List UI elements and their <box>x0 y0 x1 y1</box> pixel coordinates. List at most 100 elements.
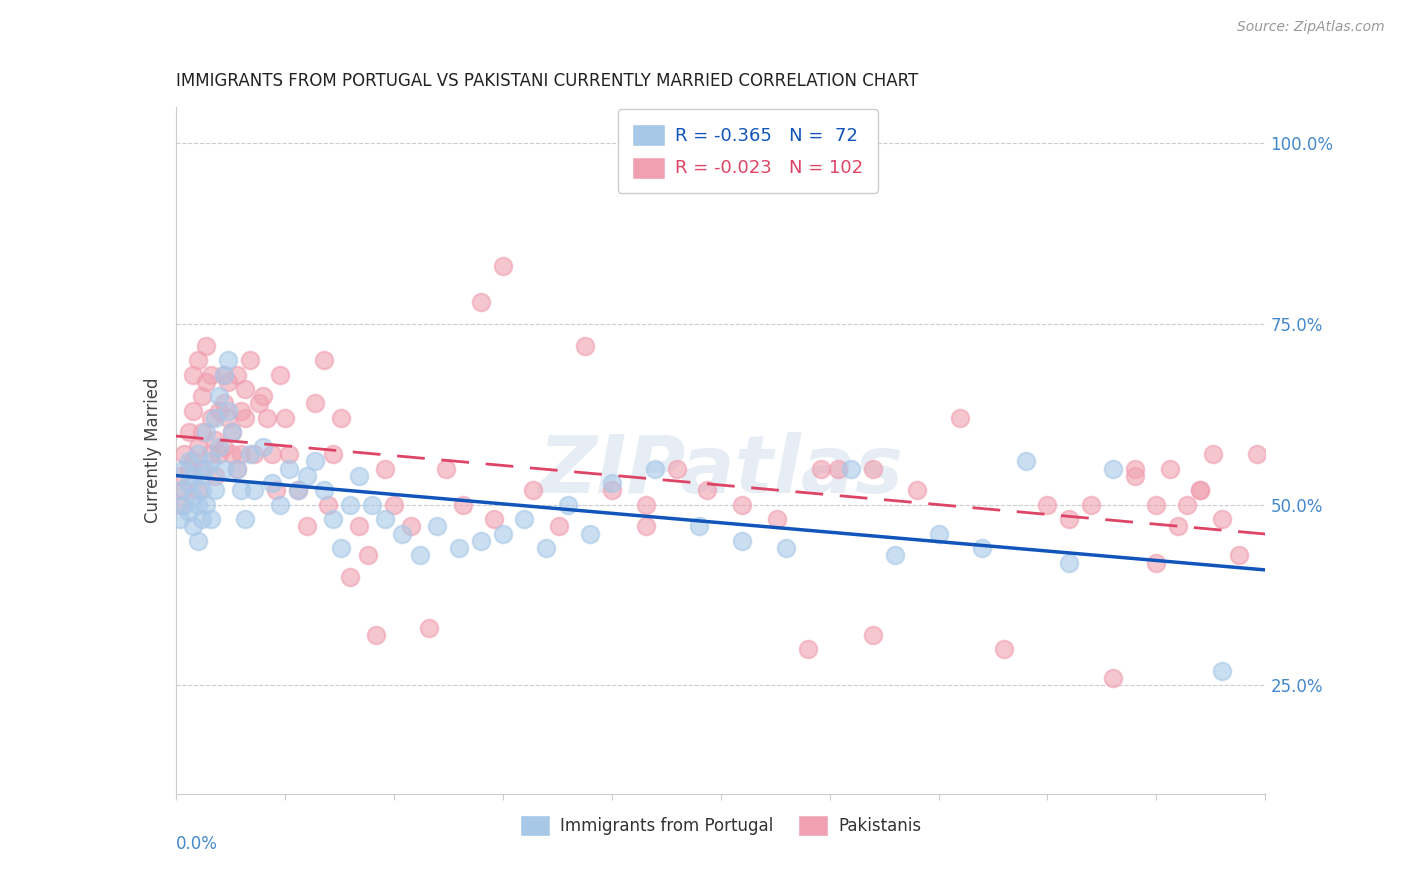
Point <box>374 512 396 526</box>
Point <box>260 475 283 490</box>
Point <box>239 447 262 461</box>
Point <box>186 353 209 368</box>
Point <box>470 295 492 310</box>
Point <box>1057 512 1080 526</box>
Point <box>177 505 200 519</box>
Point <box>186 440 209 454</box>
Point <box>970 541 993 555</box>
Point <box>204 411 226 425</box>
Point <box>195 338 218 352</box>
Point <box>862 628 884 642</box>
Point <box>470 533 492 548</box>
Point <box>1211 664 1233 678</box>
Point <box>1015 454 1038 468</box>
Point <box>775 541 797 555</box>
Point <box>1227 549 1250 563</box>
Point <box>212 368 235 382</box>
Point <box>169 468 191 483</box>
Point <box>731 498 754 512</box>
Point <box>579 526 602 541</box>
Point <box>235 512 257 526</box>
Point <box>269 498 291 512</box>
Point <box>1202 447 1225 461</box>
Point <box>208 403 231 417</box>
Point <box>312 353 335 368</box>
Point <box>212 440 235 454</box>
Point <box>217 403 239 417</box>
Point <box>181 491 204 505</box>
Point <box>1175 498 1198 512</box>
Point <box>269 368 291 382</box>
Point <box>426 519 449 533</box>
Point <box>731 533 754 548</box>
Point <box>1167 519 1189 533</box>
Point <box>534 541 557 555</box>
Point <box>264 483 287 498</box>
Point <box>1159 461 1181 475</box>
Point <box>231 403 253 417</box>
Text: 0.0%: 0.0% <box>176 835 218 853</box>
Point <box>169 483 191 498</box>
Point <box>225 368 247 382</box>
Point <box>225 461 247 475</box>
Point <box>231 483 253 498</box>
Point <box>600 475 623 490</box>
Point <box>330 411 353 425</box>
Point <box>200 512 222 526</box>
Point <box>1189 483 1212 498</box>
Point <box>231 447 253 461</box>
Point <box>225 461 247 475</box>
Text: ZIPatlas: ZIPatlas <box>538 432 903 510</box>
Point <box>173 483 195 498</box>
Point <box>191 461 214 475</box>
Point <box>1123 468 1146 483</box>
Point <box>191 483 214 498</box>
Point <box>208 447 231 461</box>
Point <box>217 411 239 425</box>
Point <box>841 461 863 475</box>
Point <box>200 454 222 468</box>
Point <box>186 483 209 498</box>
Point <box>810 461 832 475</box>
Point <box>204 468 226 483</box>
Point <box>181 454 204 468</box>
Point <box>1102 461 1125 475</box>
Point <box>827 461 849 475</box>
Point <box>322 447 344 461</box>
Point <box>905 483 928 498</box>
Point <box>177 475 200 490</box>
Point <box>204 433 226 447</box>
Text: IMMIGRANTS FROM PORTUGAL VS PAKISTANI CURRENTLY MARRIED CORRELATION CHART: IMMIGRANTS FROM PORTUGAL VS PAKISTANI CU… <box>176 72 918 90</box>
Point <box>1123 461 1146 475</box>
Point <box>195 498 218 512</box>
Point <box>557 498 579 512</box>
Point <box>482 512 505 526</box>
Point <box>666 461 689 475</box>
Point <box>191 512 214 526</box>
Point <box>513 512 536 526</box>
Text: Source: ZipAtlas.com: Source: ZipAtlas.com <box>1237 20 1385 34</box>
Point <box>312 483 335 498</box>
Point <box>636 519 658 533</box>
Point <box>260 447 283 461</box>
Point <box>1036 498 1059 512</box>
Point <box>644 461 666 475</box>
Point <box>208 440 231 454</box>
Point <box>173 498 195 512</box>
Point <box>522 483 544 498</box>
Point <box>399 519 422 533</box>
Point <box>195 425 218 440</box>
Point <box>191 425 214 440</box>
Point <box>212 396 235 410</box>
Point <box>212 368 235 382</box>
Point <box>256 411 278 425</box>
Point <box>274 411 297 425</box>
Point <box>347 519 370 533</box>
Point <box>181 403 204 417</box>
Point <box>884 549 907 563</box>
Point <box>492 259 515 273</box>
Point <box>235 411 257 425</box>
Point <box>287 483 309 498</box>
Point <box>169 498 191 512</box>
Point <box>243 447 266 461</box>
